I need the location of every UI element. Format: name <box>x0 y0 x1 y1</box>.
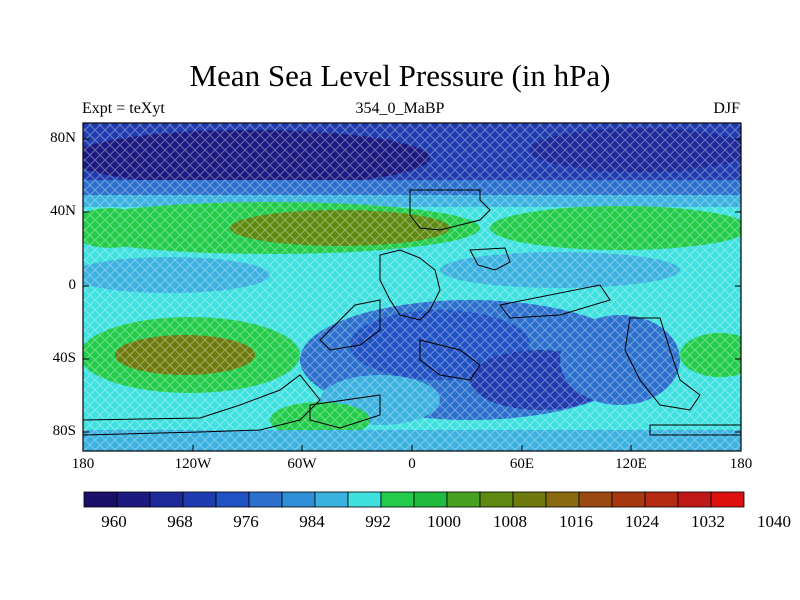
colorbar-swatch <box>314 491 349 508</box>
colorbar-swatch <box>83 491 118 508</box>
colorbar-label-1040: 1040 <box>757 512 791 531</box>
colorbar-swatch <box>281 491 316 508</box>
colorbar-swatch <box>215 491 250 508</box>
colorbar-label-1016: 1016 <box>559 512 593 531</box>
colorbar-label-1008: 1008 <box>493 512 527 531</box>
colorbar-label-968: 968 <box>167 512 193 531</box>
lon-label-0: 0 <box>408 456 416 472</box>
colorbar-swatch <box>446 491 481 508</box>
colorbar-label-984: 984 <box>299 512 325 531</box>
colorbar-swatch <box>380 491 415 508</box>
colorbar-swatch <box>578 491 613 508</box>
colorbar-swatch <box>182 491 217 508</box>
colorbar-swatch <box>347 491 382 508</box>
lat-label-80n: 80N <box>50 130 76 146</box>
pressure-field <box>83 123 741 451</box>
colorbar-swatch <box>248 491 283 508</box>
colorbar-swatch <box>611 491 646 508</box>
experiment-label: Expt = teXyt <box>82 100 165 117</box>
colorbar-swatch <box>677 491 712 508</box>
lon-label-180w: 180 <box>71 456 95 472</box>
colorbar-swatch <box>512 491 547 508</box>
colorbar-label-976: 976 <box>233 512 259 531</box>
lon-label-120e: 120E <box>615 456 647 472</box>
colorbar-label-992: 992 <box>365 512 391 531</box>
colorbar-label-1024: 1024 <box>625 512 659 531</box>
axis-ticks <box>83 138 741 451</box>
colorbar-swatch <box>116 491 151 508</box>
lat-label-40n: 40N <box>50 203 76 219</box>
lat-label-0: 0 <box>68 277 77 293</box>
lon-label-180e: 180 <box>729 456 753 472</box>
lon-label-120w: 120W <box>174 456 212 472</box>
colorbar-swatch <box>413 491 448 508</box>
time-label: 354_0_MaBP <box>355 100 445 117</box>
map-title: Mean Sea Level Pressure (in hPa) <box>189 58 611 93</box>
lon-label-60w: 60W <box>287 456 317 472</box>
lat-label-80s: 80S <box>52 423 76 439</box>
colorbar-label-960: 960 <box>101 512 127 531</box>
colorbar-swatch <box>479 491 514 508</box>
lat-label-40s: 40S <box>52 350 76 366</box>
colorbar-swatch <box>710 491 745 508</box>
season-label: DJF <box>713 100 740 117</box>
lon-label-60e: 60E <box>509 456 535 472</box>
colorbar-label-1032: 1032 <box>691 512 725 531</box>
colorbar-label-1000: 1000 <box>427 512 461 531</box>
colorbar-swatch <box>149 491 184 508</box>
colorbar-swatch <box>545 491 580 508</box>
colorbar-swatch <box>644 491 679 508</box>
